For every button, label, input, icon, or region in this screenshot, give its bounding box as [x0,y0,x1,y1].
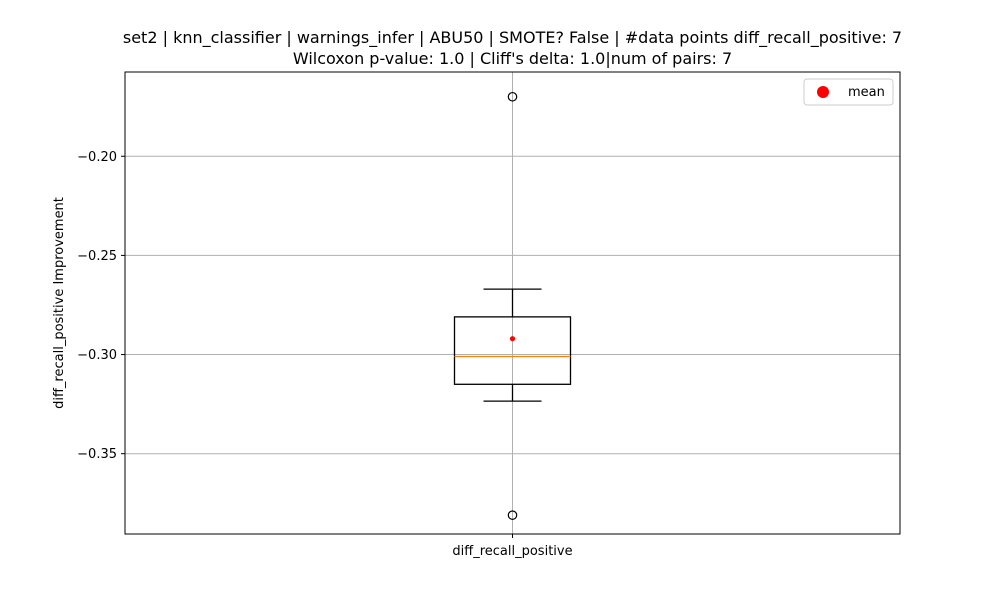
chart-subtitle: Wilcoxon p-value: 1.0 | Cliff's delta: 1… [293,49,732,68]
y-tick-label: −0.30 [77,348,117,363]
y-tick-label: −0.35 [77,447,117,462]
chart-title: set2 | knn_classifier | warnings_infer |… [123,28,902,48]
legend-mean-label: mean [848,85,885,100]
x-tick-label: diff_recall_positive [452,544,572,559]
outlier-point [507,91,518,102]
x-axis: diff_recall_positive [452,534,573,559]
y-axis: −0.35 −0.30 −0.25 −0.20 [77,150,125,462]
y-tick-label: −0.25 [77,249,117,264]
legend-box [803,78,894,106]
y-axis-label: diff_recall_positive Improvement [52,197,67,409]
legend: mean [803,78,894,106]
outlier-point [507,510,518,520]
mean-point [509,336,516,342]
legend-mean-marker [817,86,829,98]
box-plot [453,91,572,520]
interquartile-box [453,316,572,385]
y-tick-label: −0.20 [77,150,117,165]
